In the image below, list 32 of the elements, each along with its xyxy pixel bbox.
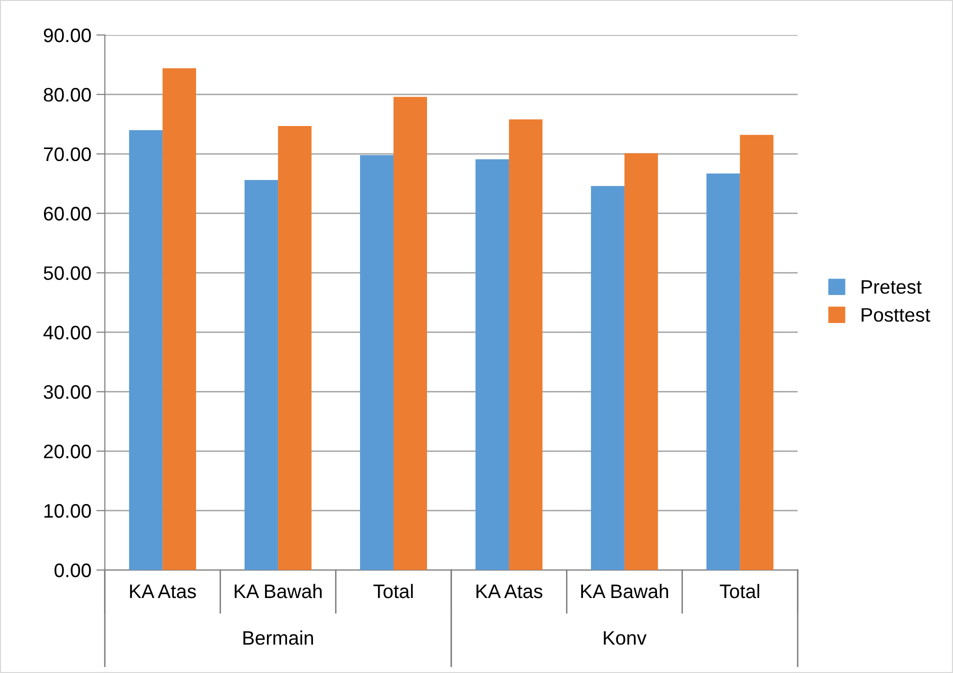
bar bbox=[129, 130, 163, 570]
y-tick-label: 0.00 bbox=[54, 564, 91, 578]
y-tick-label: 50.00 bbox=[44, 266, 91, 280]
y-tick-label: 40.00 bbox=[43, 326, 91, 340]
bar bbox=[360, 155, 394, 570]
x-tick-label: KA Bawah bbox=[234, 584, 322, 598]
y-tick-label: 90.00 bbox=[44, 28, 91, 42]
bar bbox=[706, 174, 740, 570]
x-tick-label: KA Atas bbox=[130, 584, 196, 598]
text: Konv bbox=[604, 631, 647, 645]
x-tick-label: KA Bawah bbox=[581, 584, 668, 598]
bar bbox=[508, 119, 542, 570]
bar bbox=[740, 134, 774, 570]
y-tick-label: 60.00 bbox=[44, 206, 91, 221]
x-tick-label: Total bbox=[720, 584, 760, 598]
bar bbox=[162, 68, 196, 570]
bar bbox=[590, 186, 624, 570]
x-tick-label: Total bbox=[373, 584, 413, 598]
bar bbox=[394, 96, 427, 570]
y-tick-label: 70.00 bbox=[44, 147, 91, 162]
legend-label: Pretest bbox=[862, 280, 922, 294]
bar bbox=[475, 159, 509, 570]
bar bbox=[244, 180, 278, 570]
y-tick-label: 80.00 bbox=[44, 88, 91, 102]
legend-label: Posttest bbox=[862, 308, 930, 322]
text: Bermain bbox=[243, 630, 313, 645]
y-tick-label: 30.00 bbox=[44, 385, 91, 399]
bar bbox=[624, 153, 658, 570]
y-tick-label: 20.00 bbox=[44, 444, 91, 458]
y-tick-label: 10.00 bbox=[44, 504, 91, 518]
bar bbox=[278, 126, 312, 570]
x-tick-label: KA Atas bbox=[476, 584, 542, 598]
